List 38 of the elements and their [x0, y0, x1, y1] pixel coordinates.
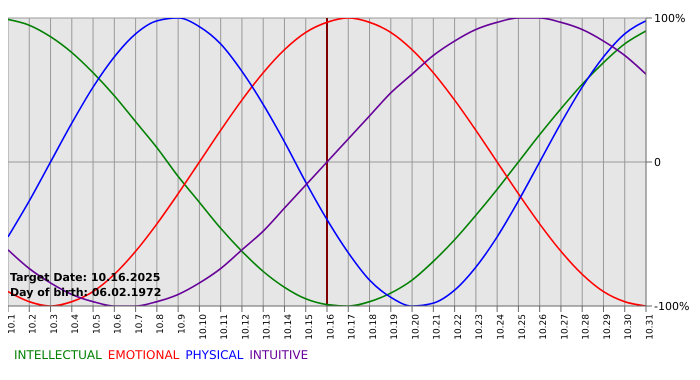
x-tick-label: 10.8 — [156, 314, 166, 334]
x-tick-label: 10.4 — [71, 314, 82, 334]
y-tick-label: 100% — [654, 12, 686, 25]
x-tick-label: 10.30 — [624, 314, 634, 340]
x-tick-label: 10.13 — [262, 314, 273, 340]
x-tick-label: 10.2 — [28, 314, 39, 334]
x-tick-label: 10.12 — [241, 314, 252, 340]
x-tick-label: 10.27 — [560, 314, 570, 340]
x-tick-label: 10.25 — [518, 314, 528, 340]
x-tick-label: 10.24 — [496, 314, 507, 340]
x-tick-label: 10.17 — [348, 314, 358, 340]
x-tick-label: 10.31 — [645, 314, 656, 340]
x-tick-label: 10.9 — [178, 314, 188, 334]
text: EMOTIONAL — [108, 348, 180, 362]
x-tick-label: 10.29 — [602, 314, 613, 340]
x-tick-label: 10.3 — [50, 314, 60, 334]
x-tick-label: 10.22 — [454, 314, 464, 340]
x-tick-label: 10.10 — [198, 314, 209, 340]
x-tick-label: 10.16 — [326, 314, 336, 340]
x-tick-label: 10.14 — [284, 314, 294, 340]
x-tick-label: 10.15 — [305, 314, 316, 340]
y-tick-label: 0 — [654, 156, 661, 169]
x-tick-label: 10.28 — [582, 314, 592, 340]
x-tick-label: 10.5 — [92, 314, 102, 334]
x-tick-label: 10.18 — [368, 314, 379, 340]
x-tick-label: 10.23 — [475, 314, 486, 340]
x-tick-label: 10.19 — [390, 314, 400, 340]
text: INTUITIVE — [249, 348, 308, 362]
y-tick-label: -100% — [654, 300, 690, 313]
x-tick-label: 10.21 — [432, 314, 443, 340]
text: PHYSICAL — [185, 348, 244, 362]
x-tick-label: 10.6 — [114, 314, 124, 334]
text: INTELLECTUAL — [14, 348, 102, 362]
x-tick-label: 10.1 — [7, 314, 18, 334]
x-tick-label: 10.7 — [134, 314, 145, 334]
x-tick-label: 10.20 — [411, 314, 422, 340]
x-tick-label: 10.26 — [539, 314, 550, 340]
x-tick-label: 10.11 — [220, 314, 230, 340]
